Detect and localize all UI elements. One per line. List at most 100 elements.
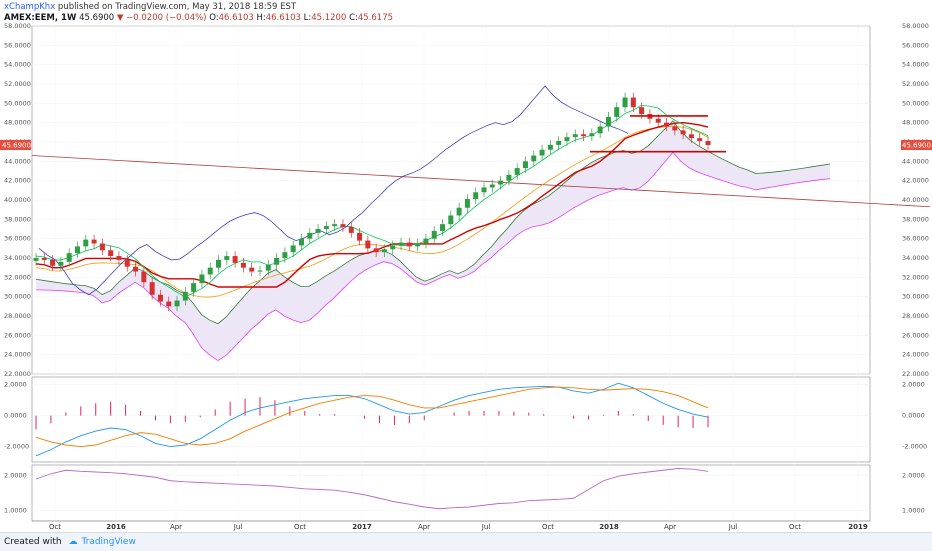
candle-body <box>50 259 56 266</box>
change-value: −0.0200 (−0.04%) <box>126 13 207 23</box>
candle-body <box>415 243 421 247</box>
candle-body <box>207 267 213 275</box>
y-tick-left: 36.0000 <box>4 235 31 243</box>
publish-line: xChampKhx published on TradingView.com, … <box>4 2 393 13</box>
kijun-sen-line <box>35 121 709 288</box>
ind-y-tick-left: 2.0000 <box>4 472 27 480</box>
candle-body <box>357 232 363 241</box>
candle-body <box>373 248 379 253</box>
x-tick-label: Oct <box>789 523 801 531</box>
macd-line <box>35 382 709 457</box>
candle-body <box>216 259 222 268</box>
chart-header: xChampKhx published on TradingView.com, … <box>4 2 393 24</box>
y-tick-left: 24.0000 <box>4 351 31 359</box>
macd-y-tick-left: -2.0000 <box>4 443 29 451</box>
candle-body <box>257 270 263 272</box>
candle-body <box>680 130 686 135</box>
footer-bar: Created with ☁ TradingView <box>0 532 932 551</box>
high-value: 46.6103 <box>265 13 301 23</box>
candle-body <box>464 199 470 208</box>
x-tick-label: Jul <box>728 523 738 531</box>
ind-y-tick-right: 1.0000 <box>902 507 925 515</box>
y-tick-right: 24.0000 <box>902 351 929 359</box>
candle-body <box>522 161 528 169</box>
candle-body <box>290 245 296 253</box>
macd-y-tick-left: 2.0000 <box>4 381 27 389</box>
y-tick-right: 26.0000 <box>902 331 929 339</box>
price-badge-left-bg <box>0 139 31 150</box>
candle-body <box>307 232 313 239</box>
tenkan-sen-line <box>35 104 709 298</box>
candle-body <box>489 184 495 188</box>
x-tick-label: 2018 <box>599 523 619 531</box>
author-link[interactable]: xChampKhx <box>4 2 56 12</box>
macd-y-tick-right: 0.0000 <box>902 412 925 420</box>
candle-body <box>348 227 354 233</box>
y-tick-right: 36.0000 <box>902 235 929 243</box>
open-value: 46.6103 <box>218 13 254 23</box>
x-tick-label: Apr <box>418 523 430 531</box>
open-label: O: <box>209 13 219 23</box>
x-tick-label: 2019 <box>848 523 868 531</box>
y-tick-right: 48.0000 <box>902 119 929 127</box>
candle-body <box>664 122 670 127</box>
candle-body <box>58 261 64 266</box>
tradingview-brand[interactable]: TradingView <box>81 537 136 547</box>
y-tick-right: 54.0000 <box>902 61 929 69</box>
moving-average-line <box>35 126 709 298</box>
y-tick-right: 40.0000 <box>902 196 929 204</box>
candle-body <box>108 250 114 257</box>
x-tick-label: Apr <box>170 523 182 531</box>
candle-body <box>605 116 611 127</box>
candle-body <box>224 256 230 260</box>
x-tick-label: Jul <box>481 523 491 531</box>
ind-y-tick-right: 2.0000 <box>902 472 925 480</box>
senkou-span-b <box>35 151 831 362</box>
tradingview-logo-icon[interactable]: ☁ <box>68 537 78 547</box>
y-tick-right: 32.0000 <box>902 273 929 281</box>
candle-body <box>240 262 246 268</box>
candle-body <box>74 246 80 254</box>
candle-body <box>655 118 661 123</box>
candle-body <box>531 155 537 162</box>
candle-body <box>448 215 454 225</box>
y-tick-right: 28.0000 <box>902 312 929 320</box>
candle-body <box>274 258 280 265</box>
candle-body <box>539 149 545 156</box>
x-tick-label: Oct <box>49 523 61 531</box>
x-tick-label: Jul <box>233 523 243 531</box>
y-tick-left: 38.0000 <box>4 215 31 223</box>
candle-body <box>622 97 628 108</box>
candle-body <box>423 238 429 244</box>
candle-body <box>381 249 387 253</box>
candle-body <box>506 174 512 181</box>
candle-body <box>481 187 487 193</box>
candle-body <box>249 267 255 272</box>
last-price: 45.6900 <box>79 13 115 23</box>
candle-body <box>265 264 271 271</box>
signal-line <box>35 386 709 447</box>
y-tick-left: 52.0000 <box>4 80 31 88</box>
chart-canvas[interactable]: 58.0000 58.0000 56.0000 56.0000 54.0000 54.00… <box>0 0 932 532</box>
y-tick-right: 56.0000 <box>902 41 929 49</box>
candle-body <box>431 230 437 239</box>
price-badge-left: 45.6900 <box>2 141 31 149</box>
trend-line <box>31 155 931 208</box>
candle-body <box>406 242 412 247</box>
chikou-span-line <box>38 85 629 296</box>
candle-body <box>323 226 329 229</box>
candle-body <box>572 134 578 138</box>
y-tick-right: 38.0000 <box>902 215 929 223</box>
candle-body <box>597 126 603 134</box>
candle-body <box>33 258 39 261</box>
x-tick-label: Oct <box>294 523 306 531</box>
y-tick-right: 34.0000 <box>902 254 929 262</box>
created-with-label: Created with <box>4 537 62 547</box>
y-tick-right: 50.0000 <box>902 99 929 107</box>
candle-body <box>166 301 172 307</box>
candle-body <box>614 107 620 117</box>
close-label: C: <box>349 13 358 23</box>
high-label: H: <box>256 13 266 23</box>
price-badge-right: 45.6900 <box>902 141 931 149</box>
change-arrow-icon: ▼ <box>116 13 124 23</box>
